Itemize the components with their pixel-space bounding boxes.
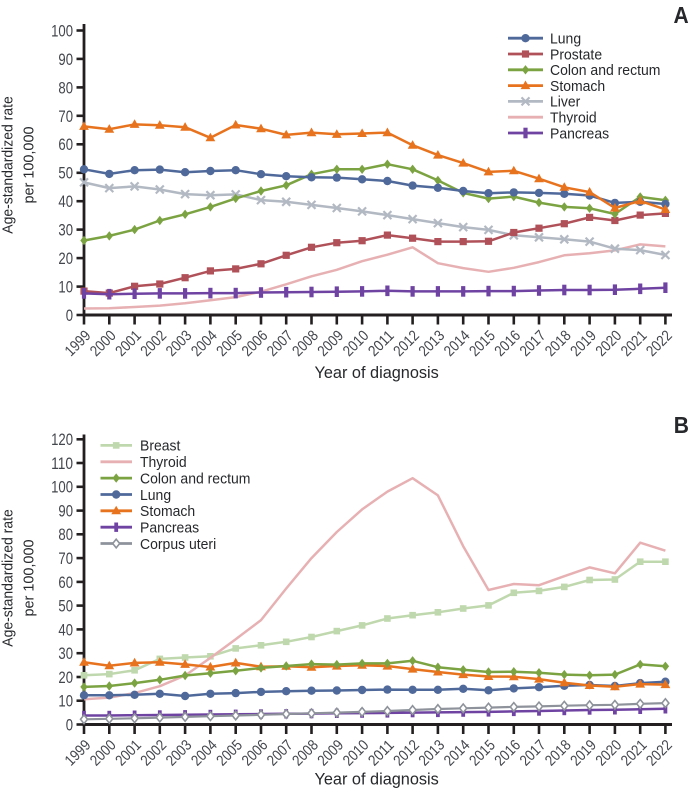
svg-text:per 100,000: per 100,000 [21,127,38,204]
svg-text:100: 100 [51,22,73,40]
svg-text:50: 50 [58,598,73,616]
svg-text:per 100,000: per 100,000 [21,540,38,617]
svg-text:Prostate: Prostate [550,46,602,63]
svg-text:80: 80 [58,79,73,97]
svg-text:Colon and rectum: Colon and rectum [140,470,250,487]
svg-text:Age-standardized rate: Age-standardized rate [0,96,17,234]
svg-text:20: 20 [58,250,73,268]
svg-text:100: 100 [51,479,73,497]
svg-text:20: 20 [58,669,73,687]
svg-text:Thyroid: Thyroid [140,454,187,471]
svg-text:90: 90 [58,51,73,69]
svg-text:50: 50 [58,165,73,183]
svg-text:B: B [674,412,689,438]
svg-text:Pancreas: Pancreas [550,125,609,142]
svg-text:Corpus uteri: Corpus uteri [140,536,216,553]
svg-text:80: 80 [58,526,73,544]
svg-text:60: 60 [58,574,73,592]
svg-text:60: 60 [58,136,73,154]
svg-text:40: 40 [58,621,73,639]
svg-text:30: 30 [58,222,73,240]
svg-text:Stomach: Stomach [550,78,605,95]
svg-text:Year of diagnosis: Year of diagnosis [315,364,439,382]
svg-text:0: 0 [66,716,73,734]
svg-text:10: 10 [58,278,73,296]
svg-text:Liver: Liver [550,94,580,111]
svg-text:30: 30 [58,645,73,663]
svg-text:A: A [674,2,689,28]
svg-text:Pancreas: Pancreas [140,520,199,537]
svg-text:Stomach: Stomach [140,503,195,520]
svg-text:Breast: Breast [140,438,181,455]
svg-text:70: 70 [58,550,73,568]
svg-text:70: 70 [58,108,73,126]
svg-text:Age-standardized rate: Age-standardized rate [0,509,17,647]
svg-text:110: 110 [51,455,73,473]
svg-text:120: 120 [51,431,73,449]
svg-text:Lung: Lung [550,31,581,48]
svg-text:10: 10 [58,693,73,711]
svg-text:40: 40 [58,193,73,211]
svg-text:Lung: Lung [140,487,171,504]
svg-text:Colon and rectum: Colon and rectum [550,62,660,79]
svg-text:90: 90 [58,503,73,521]
svg-text:0: 0 [66,307,73,325]
svg-text:Thyroid: Thyroid [550,110,597,127]
svg-text:Year of diagnosis: Year of diagnosis [315,771,439,789]
